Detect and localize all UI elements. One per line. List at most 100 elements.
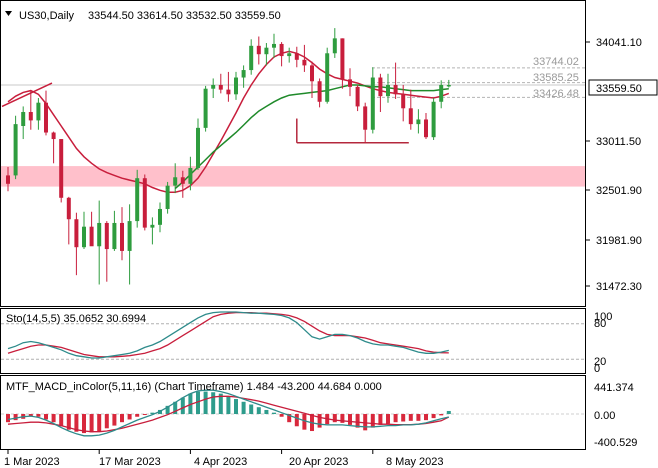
time-axis-label: 20 Apr 2023 [289, 456, 348, 468]
stoch-tick-label: 100 [594, 311, 612, 323]
candle-bull [446, 85, 451, 87]
macd-bar-negative [135, 414, 140, 417]
macd-bar-positive [241, 401, 246, 415]
candle-bear [378, 77, 383, 97]
price-tick-label: 33011.50 [596, 136, 641, 148]
macd-bar-negative [393, 414, 398, 423]
stoch-signal-line [7, 311, 449, 358]
macd-bar-negative [59, 414, 64, 427]
price-pane[interactable] [0, 0, 586, 307]
current-price-box [588, 79, 658, 96]
candle-bear [408, 108, 413, 125]
candle-bull [370, 77, 375, 130]
stoch-tick-label: 80 [594, 318, 606, 330]
candle-bear [279, 43, 284, 57]
candle-bear [302, 59, 307, 66]
macd-bar-positive [203, 391, 208, 415]
candle-bull [431, 101, 436, 138]
ohlc-values: 33544.50 33614.50 33532.50 33559.50 [88, 10, 281, 22]
candle-bull [203, 88, 208, 128]
time-axis-label: 17 Mar 2023 [99, 456, 161, 468]
macd-bar-positive [234, 399, 238, 415]
price-tick-label: 34041.10 [596, 37, 642, 49]
candle-bear [363, 106, 368, 130]
macd-bar-positive [173, 401, 178, 415]
candle-bull [325, 53, 330, 102]
macd-bar-negative [89, 414, 94, 433]
stochastic-pane[interactable] [0, 308, 586, 374]
macd-bar-positive [165, 405, 170, 415]
candle-bear [28, 112, 33, 121]
macd-bar-negative [142, 414, 147, 416]
candle-bull [416, 119, 421, 125]
price-tick-label: 32501.90 [596, 185, 642, 197]
candle-bull [13, 124, 18, 176]
macd-tick-label: 441.374 [594, 382, 634, 394]
macd-bar-negative [127, 414, 132, 420]
macd-bar-negative [401, 414, 406, 422]
macd-bar-negative [378, 414, 383, 425]
macd-bar-positive [180, 397, 185, 415]
macd-bar-negative [66, 414, 71, 430]
macd-bar-positive [446, 410, 451, 415]
macd-bar-positive [211, 392, 216, 415]
candle-bear [310, 65, 314, 82]
candle-bear [401, 94, 406, 109]
candle-bull [264, 47, 269, 55]
macd-bar-negative [120, 414, 124, 423]
candle-bull [36, 102, 41, 121]
chart-menu-triangle-icon[interactable] [5, 11, 12, 16]
macd-bar-negative [104, 414, 109, 429]
macd-bar-negative [28, 414, 33, 417]
macd-bar-negative [408, 414, 413, 421]
level-label: 33585.25 [533, 72, 579, 84]
macd-bar-negative [112, 414, 117, 426]
candle-bear [180, 177, 185, 184]
stochastic-title: Sto(14,5,5) 35.0652 30.6994 [6, 313, 146, 325]
macd-bar-negative [44, 414, 48, 420]
macd-bar-negative [287, 414, 292, 423]
candle-bull [188, 167, 193, 184]
macd-bar-negative [36, 414, 41, 417]
macd-signal-line [7, 395, 450, 433]
candle-bull [196, 127, 200, 168]
candle-bear [66, 197, 71, 220]
candle-bull [249, 45, 254, 71]
macd-bar-negative [51, 414, 56, 423]
candle-bull [287, 53, 292, 57]
macd-bar-negative [294, 414, 299, 427]
candle-bear [6, 175, 10, 184]
candle-bull [211, 84, 216, 89]
macd-bar-negative [363, 414, 368, 431]
candle-bull [158, 208, 162, 225]
macd-bar-negative [279, 414, 284, 417]
stoch-main-line [7, 311, 449, 359]
macd-bar-positive [264, 409, 269, 415]
candle-bear [74, 219, 79, 248]
candle-bear [104, 222, 109, 250]
candle-bear [348, 79, 352, 87]
candle-bull [241, 70, 246, 78]
price-tick-label: 31472.30 [596, 281, 642, 293]
macd-bar-negative [317, 414, 322, 428]
macd-bar-negative [355, 414, 360, 428]
candle-bear [51, 132, 56, 140]
macd-pane[interactable] [0, 375, 586, 450]
macd-bar-positive [218, 393, 223, 415]
candle-bull [112, 222, 117, 250]
macd-bar-positive [150, 412, 155, 415]
candle-bull [272, 43, 276, 48]
current-price-label: 33559.50 [596, 83, 642, 95]
macd-bar-negative [431, 414, 436, 419]
candle-bear [294, 53, 299, 60]
macd-bar-negative [424, 414, 428, 421]
candle-bull [234, 77, 238, 95]
candle-bull [127, 221, 132, 251]
candle-bear [317, 81, 322, 102]
candle-bull [386, 84, 390, 97]
macd-bar-positive [256, 407, 261, 415]
macd-bar-positive [272, 412, 276, 415]
macd-bar-negative [74, 414, 79, 432]
level-label: 33744.02 [533, 56, 579, 68]
